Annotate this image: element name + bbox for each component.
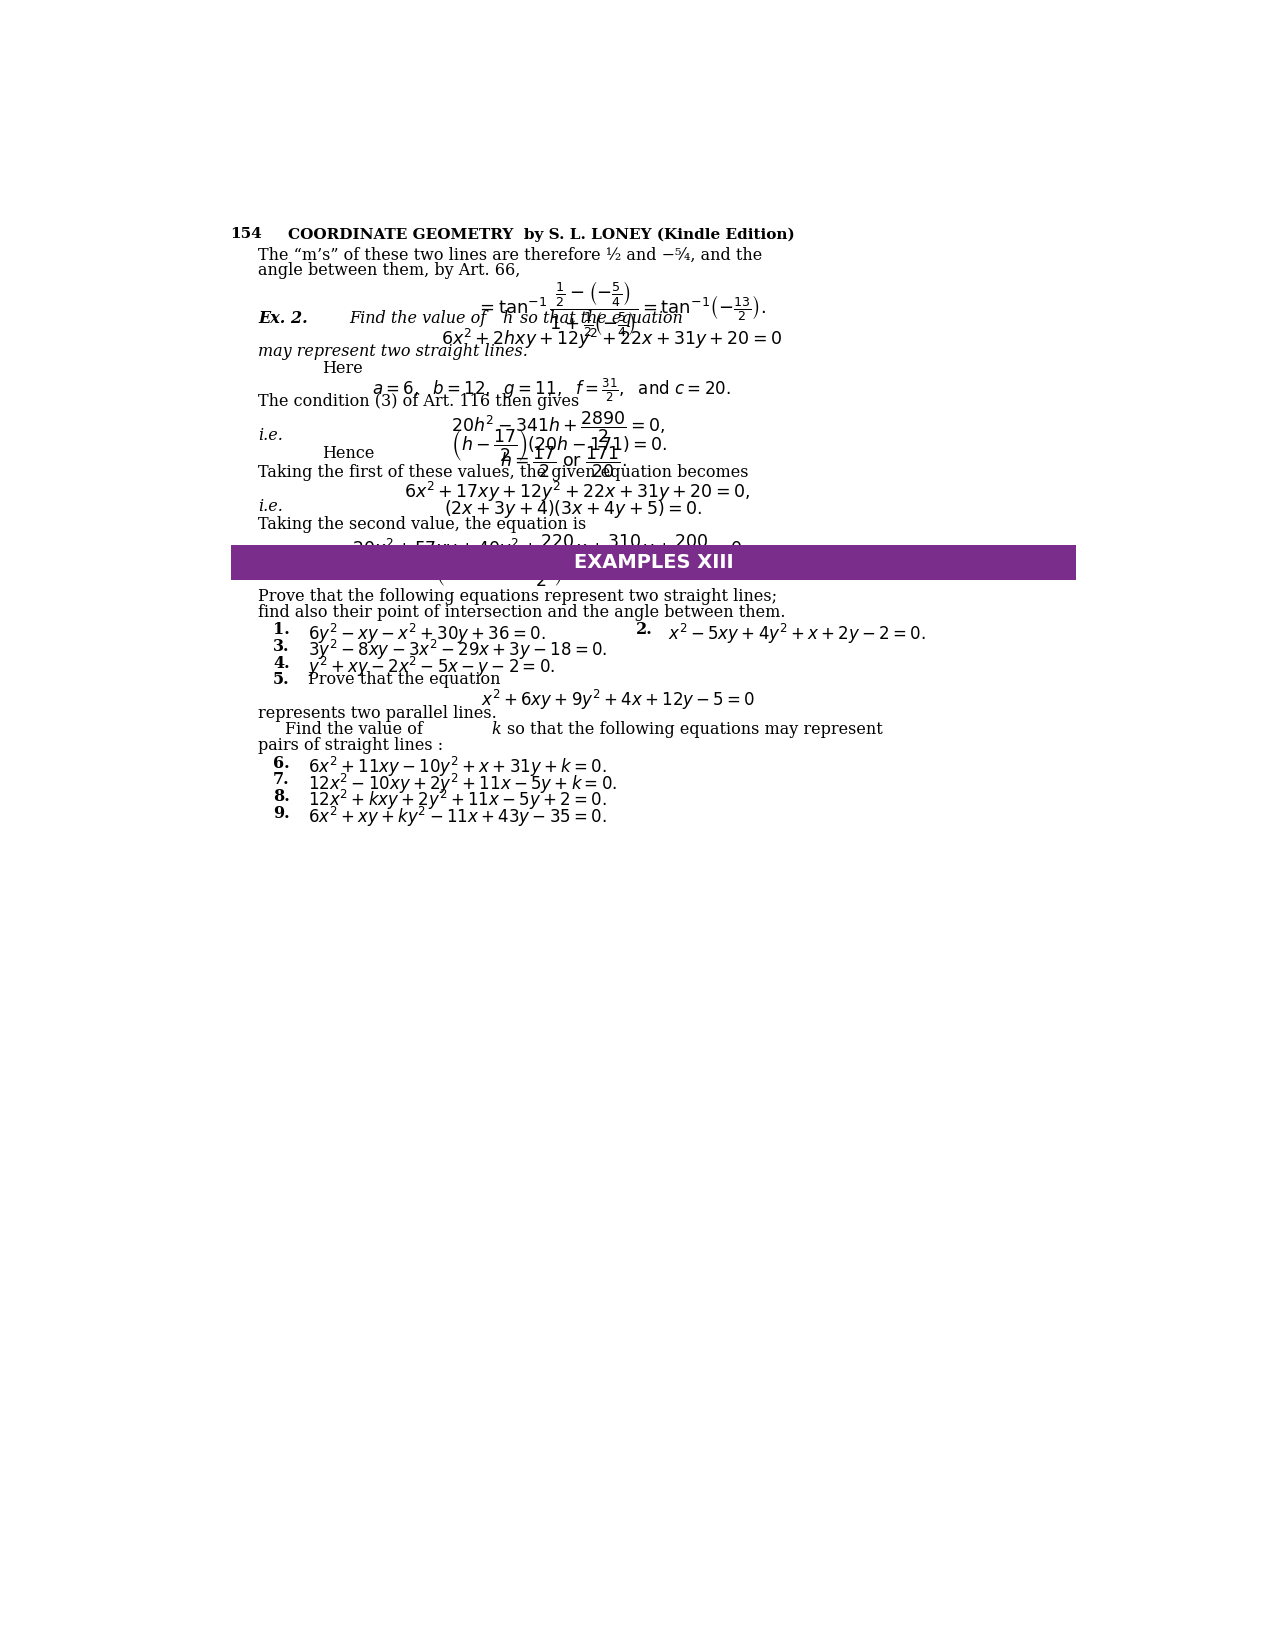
Text: 9.: 9. <box>273 804 289 822</box>
Text: $3y^2-8xy-3x^2-29x+3y-18=0.$: $3y^2-8xy-3x^2-29x+3y-18=0.$ <box>307 637 607 662</box>
Text: k: k <box>491 720 501 738</box>
FancyBboxPatch shape <box>231 545 1076 580</box>
Text: $12x^2-10xy+2y^2+11x-5y+k=0.$: $12x^2-10xy+2y^2+11x-5y+k=0.$ <box>307 771 617 796</box>
Text: may represent two straight lines.: may represent two straight lines. <box>258 343 528 360</box>
Text: so that the following equations may represent: so that the following equations may repr… <box>507 720 884 738</box>
Text: find also their point of intersection and the angle between them.: find also their point of intersection an… <box>258 604 785 621</box>
Text: 3.: 3. <box>273 637 289 655</box>
Text: $\left(h-\dfrac{17}{2}\right)(20h-171)=0.$: $\left(h-\dfrac{17}{2}\right)(20h-171)=0… <box>451 428 667 462</box>
Text: COORDINATE GEOMETRY  by S. L. LONEY (Kindle Edition): COORDINATE GEOMETRY by S. L. LONEY (Kind… <box>288 228 794 241</box>
Text: $x^2+6xy+9y^2+4x+12y-5=0$: $x^2+6xy+9y^2+4x+12y-5=0$ <box>481 687 755 712</box>
Text: $6y^2-xy-x^2+30y+36=0.$: $6y^2-xy-x^2+30y+36=0.$ <box>307 621 546 646</box>
Text: The condition (3) of Art. 116 then gives: The condition (3) of Art. 116 then gives <box>258 393 579 409</box>
Text: $6x^2+2hxy+12y^2+22x+31y+20=0$: $6x^2+2hxy+12y^2+22x+31y+20=0$ <box>441 327 782 350</box>
Text: $h=\dfrac{17}{2}\ \mathrm{or}\ \dfrac{171}{20}.$: $h=\dfrac{17}{2}\ \mathrm{or}\ \dfrac{17… <box>500 444 627 480</box>
Text: i.e.: i.e. <box>258 551 283 568</box>
Text: 2.: 2. <box>636 621 653 639</box>
Text: $20h^2-341h+\dfrac{2890}{2}=0,$: $20h^2-341h+\dfrac{2890}{2}=0,$ <box>451 409 666 444</box>
Text: Here: Here <box>323 360 363 376</box>
Text: $x^2-5xy+4y^2+x+2y-2=0.$: $x^2-5xy+4y^2+x+2y-2=0.$ <box>668 621 926 646</box>
Text: Find the value of: Find the value of <box>284 720 423 738</box>
Text: $y^2+xy-2x^2-5x-y-2=0.$: $y^2+xy-2x^2-5x-y-2=0.$ <box>307 654 555 679</box>
Text: Prove that the equation: Prove that the equation <box>307 670 500 688</box>
Text: i.e.: i.e. <box>258 499 283 515</box>
Text: $\left(4x+5y+\dfrac{20}{2}\right)(5x+8y+10)=0.$: $\left(4x+5y+\dfrac{20}{2}\right)(5x+8y+… <box>434 551 723 588</box>
Text: i.e.: i.e. <box>258 428 283 444</box>
Text: $6x^2+xy+ky^2-11x+43y-35=0.$: $6x^2+xy+ky^2-11x+43y-35=0.$ <box>307 804 606 829</box>
Text: 154: 154 <box>231 228 263 241</box>
Text: 8.: 8. <box>273 788 289 806</box>
Text: Prove that the following equations represent two straight lines;: Prove that the following equations repre… <box>258 588 778 606</box>
Text: $a=6,\ \ b=12,\ \ g=11,\ \ f=\frac{31}{2},\ \ \mathrm{and}\ c=20.$: $a=6,\ \ b=12,\ \ g=11,\ \ f=\frac{31}{2… <box>372 376 731 403</box>
Text: Ex. 2.: Ex. 2. <box>258 310 309 327</box>
Text: represents two parallel lines.: represents two parallel lines. <box>258 705 497 723</box>
Text: 1.: 1. <box>273 621 289 639</box>
Text: $= \tan^{-1}\dfrac{\frac{1}{2}-\left(-\frac{5}{4}\right)}{1+\frac{1}{2}\left(-\f: $= \tan^{-1}\dfrac{\frac{1}{2}-\left(-\f… <box>476 279 766 338</box>
Text: $12x^2+kxy+2y^2+11x-5y+2=0.$: $12x^2+kxy+2y^2+11x-5y+2=0.$ <box>307 788 606 812</box>
Text: 6.: 6. <box>273 755 289 773</box>
Text: $20x^2+57xy+40y^2+\dfrac{220}{2}x+\dfrac{310}{2}y+\dfrac{200}{2}=0,$: $20x^2+57xy+40y^2+\dfrac{220}{2}x+\dfrac… <box>352 533 747 568</box>
Text: Taking the second value, the equation is: Taking the second value, the equation is <box>258 517 586 533</box>
Text: angle between them, by Art. 66,: angle between them, by Art. 66, <box>258 263 520 279</box>
Text: so that the equation: so that the equation <box>520 310 683 327</box>
Text: $6x^2+17xy+12y^2+22x+31y+20=0,$: $6x^2+17xy+12y^2+22x+31y+20=0,$ <box>404 480 751 505</box>
Text: pairs of straight lines :: pairs of straight lines : <box>258 736 444 755</box>
Text: $(2x+3y+4)(3x+4y+5)=0.$: $(2x+3y+4)(3x+4y+5)=0.$ <box>444 499 701 520</box>
Text: $6x^2+11xy-10y^2+x+31y+k=0.$: $6x^2+11xy-10y^2+x+31y+k=0.$ <box>307 755 606 779</box>
Text: Hence: Hence <box>323 444 375 462</box>
Text: Taking the first of these values, the given equation becomes: Taking the first of these values, the gi… <box>258 464 748 480</box>
Text: 5.: 5. <box>273 670 289 688</box>
Text: h: h <box>502 310 513 327</box>
Text: EXAMPLES XIII: EXAMPLES XIII <box>574 553 733 571</box>
Text: Find the value of: Find the value of <box>349 310 486 327</box>
Text: 7.: 7. <box>273 771 289 789</box>
Text: 4.: 4. <box>273 654 289 672</box>
Text: The “m’s” of these two lines are therefore ½ and −⁵⁄₄, and the: The “m’s” of these two lines are therefo… <box>258 246 762 264</box>
